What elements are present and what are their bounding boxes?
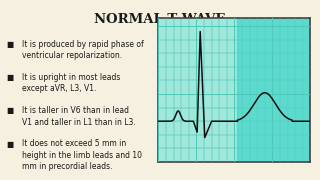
Text: It is upright in most leads
except aVR, L3, V1.: It is upright in most leads except aVR, … — [22, 73, 121, 93]
Text: ■: ■ — [6, 106, 14, 115]
Text: ■: ■ — [6, 73, 14, 82]
Bar — [237, 18, 310, 162]
Text: It is produced by rapid phase of
ventricular repolarization.: It is produced by rapid phase of ventric… — [22, 40, 144, 60]
Text: ■: ■ — [6, 40, 14, 49]
Text: NORMAL T WAVE: NORMAL T WAVE — [94, 13, 226, 26]
Text: It is taller in V6 than in lead
V1 and taller in L1 than in L3.: It is taller in V6 than in lead V1 and t… — [22, 106, 136, 127]
Text: ■: ■ — [6, 140, 14, 148]
Text: It does not exceed 5 mm in
height in the limb leads and 10
mm in precordial lead: It does not exceed 5 mm in height in the… — [22, 140, 142, 171]
